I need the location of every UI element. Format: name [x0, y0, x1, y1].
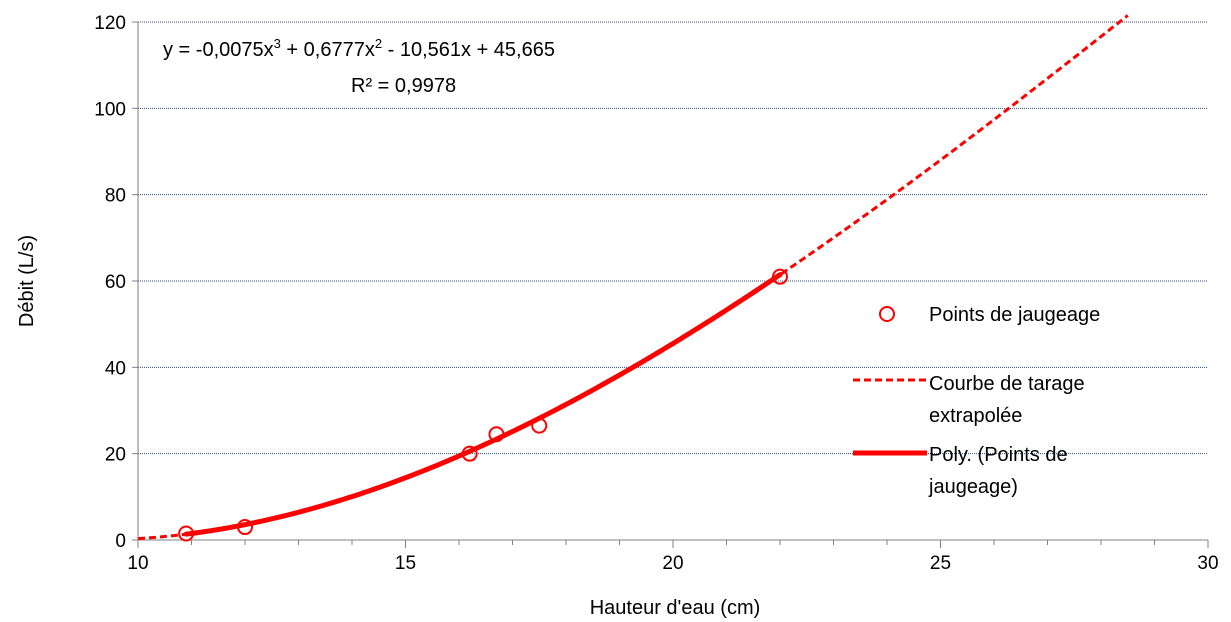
y-axis-title: Débit (L/s) [16, 235, 38, 327]
trendline-equation: y = -0,0075x3 + 0,6777x2 - 10,561x + 45,… [163, 36, 555, 61]
y-tick-label-100: 100 [94, 99, 126, 120]
y-tick-label-0: 0 [115, 531, 126, 552]
x-axis-title: Hauteur d'eau (cm) [590, 597, 761, 619]
equation-exponent-3: 3 [274, 36, 281, 51]
tick-labels: 0 20 40 60 80 100 120 10 15 20 25 30 [94, 13, 1218, 574]
gauging-point [461, 445, 478, 462]
x-tick-label-20: 20 [662, 553, 683, 574]
legend-label-solid-2: jaugeage) [928, 476, 1018, 498]
legend-marker-points [879, 306, 895, 322]
legend-label-points: Points de jaugeage [929, 304, 1100, 326]
legend-label-dashed-2: extrapolée [929, 405, 1022, 427]
x-tick-label-10: 10 [127, 553, 148, 574]
data-points [178, 268, 788, 542]
gauging-point [237, 519, 253, 536]
x-tick-label-15: 15 [395, 553, 416, 574]
equation-exponent-2: 2 [375, 36, 382, 51]
y-tick-label-40: 40 [105, 358, 126, 379]
curves [137, 14, 1129, 541]
x-tick-label-30: 30 [1197, 553, 1218, 574]
x-tick-label-25: 25 [930, 553, 951, 574]
gauging-point [488, 426, 505, 443]
equation-part-1: y = -0,0075x [163, 39, 274, 61]
polynomial-trendline [183, 272, 783, 537]
equation-part-3: - 10,561x + 45,665 [382, 39, 555, 61]
legend: Points de jaugeage Courbe de tarage extr… [853, 304, 1100, 498]
y-tick-label-60: 60 [105, 272, 126, 293]
legend-label-solid-1: Poly. (Points de [929, 444, 1068, 466]
y-tick-label-20: 20 [105, 445, 126, 466]
gauging-point [772, 268, 788, 285]
y-tick-label-120: 120 [94, 13, 126, 34]
gauging-point [178, 525, 195, 542]
gauging-point [531, 417, 548, 434]
y-tick-label-80: 80 [105, 186, 126, 207]
equation-part-2: + 0,6777x [281, 39, 375, 61]
r-squared-label: R² = 0,9978 [351, 75, 456, 97]
gridlines [138, 21, 1208, 455]
legend-label-dashed-1: Courbe de tarage [929, 373, 1085, 395]
axes [132, 21, 1209, 548]
